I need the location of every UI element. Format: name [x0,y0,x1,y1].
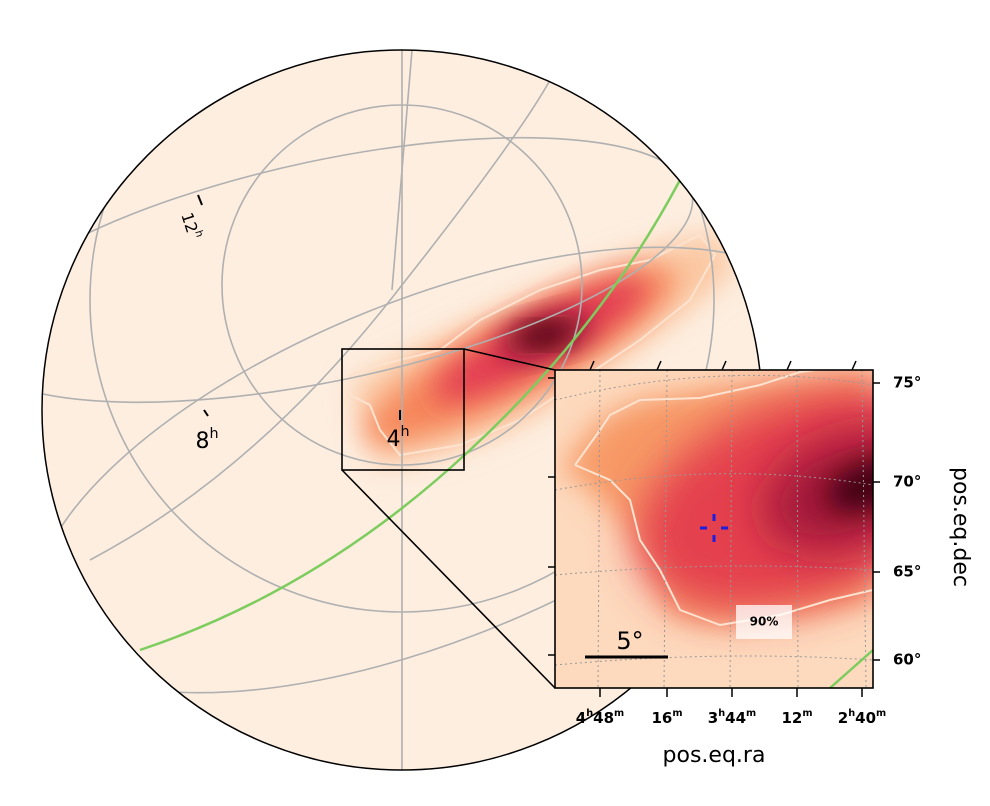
tick-mark [589,360,595,371]
dec-ticks: 75° 70° 65° 60° [548,374,921,669]
ra-tick-label: 2h40m [838,708,886,727]
contour-90 [574,370,873,627]
superscript: m [672,708,682,719]
superscript: h [400,424,409,440]
tick-mark [656,360,662,371]
label-part: 40 [855,709,876,727]
label-part: 3 [708,709,718,727]
superscript: h [192,229,205,239]
marker [700,514,728,542]
ra-tick-label: 4h48m [576,708,624,727]
tick-mark [786,360,792,371]
ra-label: 8h [195,426,218,454]
label-part: 8 [195,429,209,454]
superscript: h [718,708,725,719]
inset-map: 90% 5° 75°70°65°60° 4h48m 16m 3h44m 12m 2h40… [548,360,973,768]
label-part: 16 [651,709,672,727]
dec-tick-label: 70° [893,473,921,491]
label-part: 48 [593,709,614,727]
superscript: h [209,426,218,442]
label-part: 4 [576,709,586,727]
ra-tick-label: 12m [781,708,812,727]
dec-tick-label: 65° [893,563,921,581]
ra-ticks: 4h48m 16m 3h44m 12m 2h40m [576,360,886,727]
tick-mark [851,360,857,371]
dec-tick-label: 75° [893,374,921,392]
coordinate-grid [42,50,762,770]
dec-axis-label: pos.eq.dec [948,467,973,587]
ra-label: 12h [178,209,206,241]
label-part: 2 [838,709,848,727]
contour-label: 90% [750,615,779,629]
galactic-plane [139,179,682,652]
superscript: m [876,708,886,719]
superscript: h [586,708,593,719]
ra-tick-label: 3h44m [708,708,756,727]
label-part: 4 [386,427,400,452]
label-part: 12 [781,709,802,727]
tick-mark [721,360,727,371]
ra-axis-label: pos.eq.ra [663,743,766,768]
superscript: m [802,708,812,719]
label-part: 44 [725,709,746,727]
dec-tick-label: 60° [893,651,921,669]
superscript: m [746,708,756,719]
scale-bar-label: 5° [616,627,643,655]
zoom-box [341,348,465,471]
ra-tick-label: 16m [651,708,682,727]
superscript: h [848,708,855,719]
ra-label: 4h [386,424,409,452]
superscript: m [614,708,624,719]
